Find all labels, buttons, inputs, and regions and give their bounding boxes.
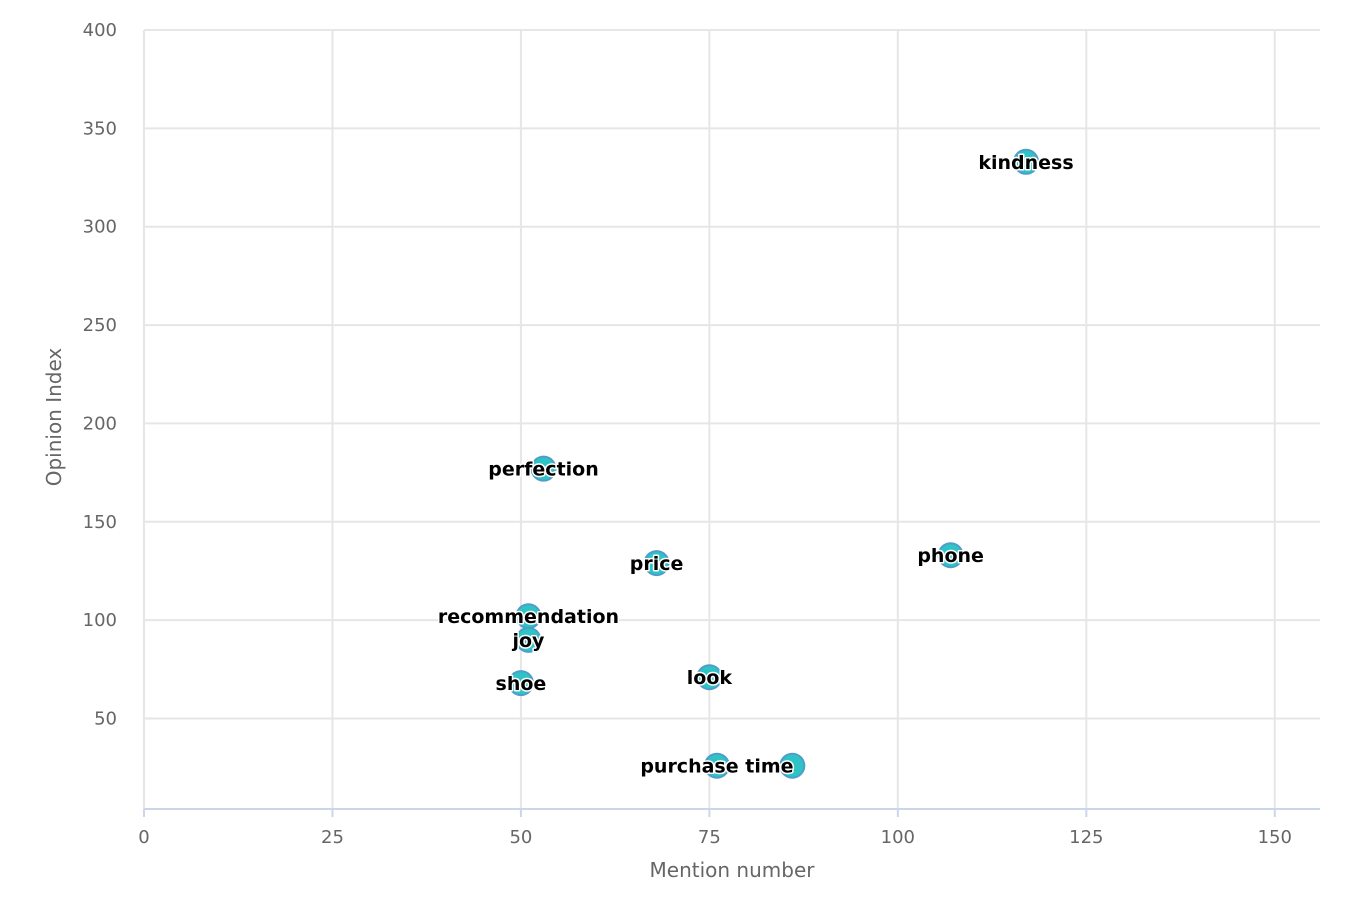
x-tick-label: 0 — [138, 827, 149, 848]
point-layer — [507, 148, 1039, 779]
grid-layer — [143, 29, 1320, 809]
data-point[interactable] — [643, 550, 670, 577]
y-tick-label: 400 — [83, 20, 117, 41]
data-point-label: kindness — [978, 152, 1073, 174]
x-tick-label: 100 — [881, 827, 915, 848]
x-axis-title: Mention number — [650, 858, 816, 882]
y-axis-title: Opinion Index — [42, 348, 66, 487]
x-tick-label: 75 — [698, 827, 721, 848]
data-point[interactable] — [779, 752, 806, 779]
label-layer: kindness perfection phone price recommendati… — [436, 150, 1075, 779]
y-tick-label: 300 — [83, 217, 117, 238]
data-point[interactable] — [515, 626, 542, 653]
data-point-label: shoe — [496, 673, 547, 695]
data-point[interactable] — [937, 542, 964, 569]
y-tick-label: 350 — [83, 118, 117, 139]
data-point[interactable] — [703, 752, 730, 779]
y-tick-label: 50 — [94, 709, 117, 730]
data-point-label: purchase time — [640, 756, 793, 778]
data-point-label: price — [630, 553, 684, 575]
data-point-label: phone — [917, 545, 984, 567]
data-point-label: joy — [511, 630, 545, 652]
y-tick-label: 250 — [83, 315, 117, 336]
data-point[interactable] — [507, 670, 534, 697]
tick-layer: 0 25 50 75 100 125 150 50 100 150 200 250 300 350 400 — [83, 20, 1292, 848]
y-tick-label: 200 — [83, 413, 117, 434]
data-point[interactable] — [530, 455, 557, 482]
y-tick-label: 150 — [83, 512, 117, 533]
y-tick-label: 100 — [83, 610, 117, 631]
data-point-label: recommendation — [438, 606, 619, 628]
axis-layer — [143, 808, 1320, 817]
data-point-label: perfection — [488, 459, 598, 481]
data-point[interactable] — [696, 664, 723, 691]
data-point[interactable] — [1013, 148, 1039, 175]
x-tick-label: 25 — [321, 827, 344, 848]
x-tick-label: 150 — [1258, 827, 1292, 848]
x-tick-label: 50 — [509, 827, 532, 848]
data-point-label: look — [687, 667, 733, 689]
x-tick-label: 125 — [1069, 827, 1103, 848]
